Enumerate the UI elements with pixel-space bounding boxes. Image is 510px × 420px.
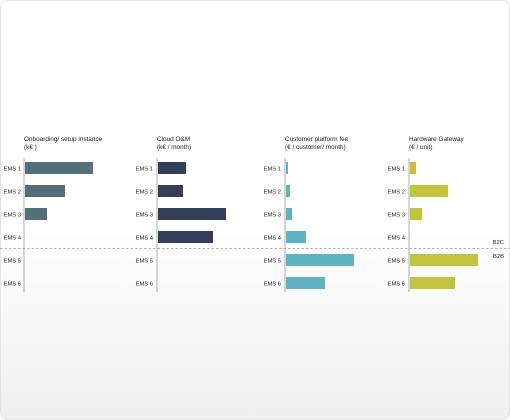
- bar-ems3-panel-1: [25, 208, 47, 220]
- category-label: EMS 3: [388, 213, 405, 219]
- bar-ems1-panel-4: [410, 162, 416, 174]
- category-label: EMS 3: [4, 213, 21, 219]
- category-label: EMS 2: [388, 190, 405, 196]
- panel-title-1: Onboarding/ setup instance: [24, 136, 103, 143]
- category-label: EMS 6: [264, 282, 281, 288]
- panel-subtitle-4: (€ / unit): [409, 144, 432, 151]
- panel-subtitle-3: (€ / customer/ month): [285, 144, 346, 151]
- panel-title-2: Cloud O&M: [157, 136, 190, 143]
- panel-subtitle-1: (k€ ): [24, 144, 37, 151]
- bar-ems2-panel-4: [410, 185, 448, 197]
- category-label: EMS 6: [388, 282, 405, 288]
- category-label: EMS 1: [4, 167, 21, 173]
- panel-title-3: Customer platform fee: [285, 136, 349, 143]
- category-label: EMS 2: [4, 190, 21, 196]
- category-label: EMS 3: [136, 213, 153, 219]
- category-label: EMS 3: [264, 213, 281, 219]
- category-label: EMS 2: [264, 190, 281, 196]
- bar-ems5-panel-3: [286, 254, 354, 266]
- bar-ems2-panel-2: [158, 185, 183, 197]
- bar-ems1-panel-1: [25, 162, 93, 174]
- category-label: EMS 1: [136, 167, 153, 173]
- bar-ems4-panel-3: [286, 231, 306, 243]
- category-label: EMS 5: [388, 259, 405, 265]
- bar-ems3-panel-3: [286, 208, 292, 220]
- segment-label-b2c: B2C: [493, 240, 504, 246]
- bar-ems4-panel-2: [158, 231, 213, 243]
- bar-ems3-panel-2: [158, 208, 226, 220]
- category-label: EMS 6: [136, 282, 153, 288]
- bar-ems5-panel-4: [410, 254, 478, 266]
- category-label: EMS 1: [388, 167, 405, 173]
- panel-subtitle-2: (k€ / month): [157, 144, 191, 151]
- category-label: EMS 5: [264, 259, 281, 265]
- category-label: EMS 1: [264, 167, 281, 173]
- bar-ems6-panel-3: [286, 277, 325, 289]
- bar-ems3-panel-4: [410, 208, 422, 220]
- category-label: EMS 4: [136, 236, 154, 242]
- bar-ems2-panel-1: [25, 185, 65, 197]
- category-label: EMS 6: [4, 282, 21, 288]
- bar-ems2-panel-3: [286, 185, 290, 197]
- segment-label-b2b: B2B: [493, 254, 504, 260]
- category-label: EMS 4: [4, 236, 22, 242]
- bar-ems1-panel-2: [158, 162, 186, 174]
- bar-ems6-panel-4: [410, 277, 455, 289]
- category-label: EMS 2: [136, 190, 153, 196]
- category-label: EMS 4: [388, 236, 406, 242]
- bar-ems1-panel-3: [286, 162, 288, 174]
- panel-title-4: Hardware Gateway: [409, 136, 465, 143]
- category-label: EMS 5: [4, 259, 21, 265]
- category-label: EMS 4: [264, 236, 282, 242]
- category-label: EMS 5: [136, 259, 153, 265]
